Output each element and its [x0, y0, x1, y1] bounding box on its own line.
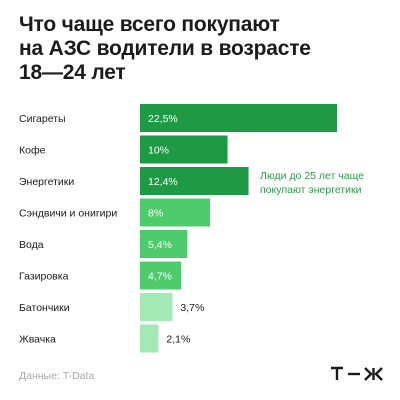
category-label: Жвачка: [19, 334, 56, 346]
t-zh-logo: [331, 366, 383, 381]
category-label: Сэндвичи и онигири: [19, 208, 117, 220]
value-label: 12,4%: [148, 176, 178, 188]
bar-4: [140, 198, 211, 227]
category-label: Вода: [19, 239, 44, 251]
bar-5: [140, 230, 188, 258]
value-label: 8%: [148, 208, 163, 220]
annotation-line-1: Люди до 25 лет чаще: [260, 170, 364, 182]
chart-title: Что чаще всего покупают на АЗС водители …: [19, 13, 389, 85]
chart-annotation: Люди до 25 лет чаще покупают энергетики: [260, 169, 395, 197]
value-label: 4,7%: [148, 271, 172, 283]
annotation-line-2: покупают энергетики: [260, 184, 362, 196]
category-label: Сигареты: [19, 113, 66, 125]
bar-1: [140, 104, 337, 132]
value-label: 3,7%: [180, 302, 204, 314]
title-line-1: Что чаще всего покупают: [19, 13, 280, 36]
category-label: Кофе: [19, 145, 46, 157]
title-line-2: на АЗС водители в возрасте: [19, 37, 311, 60]
value-label: 10%: [148, 145, 169, 157]
title-line-3: 18—24 лет: [19, 61, 126, 84]
value-label: 22,5%: [148, 113, 178, 125]
bar-3: [140, 167, 249, 195]
bar-8: [140, 324, 159, 353]
value-label: 5,4%: [148, 239, 172, 251]
category-label: Газировка: [19, 271, 69, 283]
category-label: Батончики: [19, 302, 70, 314]
bar-6: [140, 261, 182, 290]
value-label: 2,1%: [166, 334, 190, 346]
bar-2: [140, 135, 228, 164]
bar-7: [140, 293, 173, 321]
category-label: Энергетики: [19, 176, 74, 188]
data-source: Данные: T-Data: [19, 370, 95, 382]
